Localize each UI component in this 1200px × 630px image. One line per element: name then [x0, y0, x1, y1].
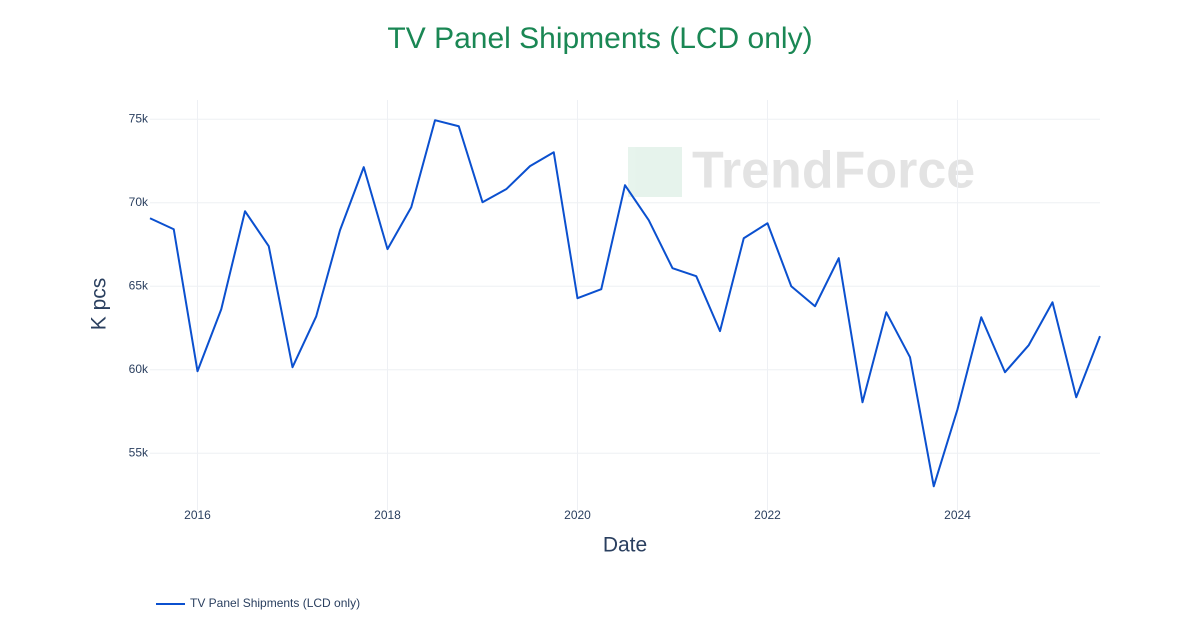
legend-label: TV Panel Shipments (LCD only): [190, 596, 360, 610]
grid-group: [150, 100, 1100, 510]
y-tick-label: 70k: [129, 195, 149, 209]
y-axis-title: K pcs: [88, 278, 111, 331]
x-tick-label: 2022: [754, 508, 781, 522]
x-tick-label: 2020: [564, 508, 591, 522]
watermark: TrendForce: [692, 142, 975, 200]
x-axis-title: Date: [603, 534, 647, 557]
y-tick-label: 65k: [129, 278, 149, 292]
x-tick-label: 2018: [374, 508, 401, 522]
y-tick-label: 75k: [129, 111, 149, 125]
chart-title: TV Panel Shipments (LCD only): [387, 22, 812, 55]
x-tick-label: 2016: [184, 508, 211, 522]
watermark-group: TrendForce: [628, 142, 975, 200]
series-line: [149, 119, 1101, 488]
x-tick-label: 2024: [944, 508, 971, 522]
y-tick-label: 55k: [129, 445, 149, 459]
y-tick-label: 60k: [129, 362, 149, 376]
watermark-logo: [628, 147, 682, 197]
